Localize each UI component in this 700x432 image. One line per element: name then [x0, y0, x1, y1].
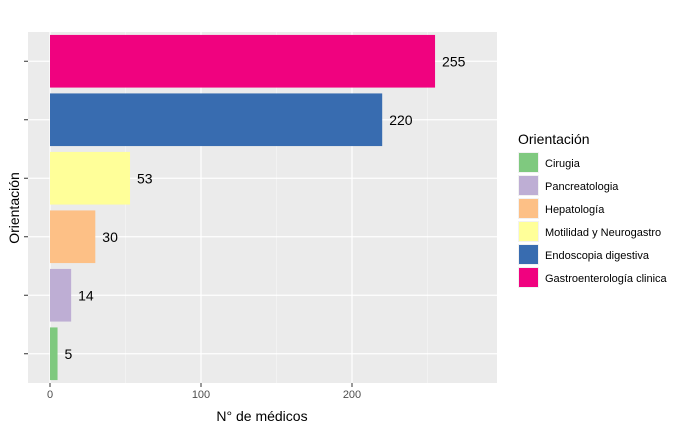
data-label-2: 30: [102, 229, 118, 245]
bars: [50, 34, 436, 381]
bar-2: [50, 210, 96, 264]
legend-swatch-4: [519, 245, 538, 264]
legend-items: Cirugia Pancreatologia Hepatología Motilida…: [518, 152, 668, 288]
x-tick-label: 0: [47, 389, 53, 401]
legend-swatch-5: [519, 268, 538, 287]
legend-title: Orientación: [518, 131, 590, 147]
plot-panel: [28, 32, 497, 383]
data-labels: 5 14 30 53 220 255: [65, 53, 466, 362]
legend-label-3: Motilidad y Neurogastro: [545, 227, 661, 239]
legend-label-2: Hepatología: [545, 204, 605, 216]
legend-label-4: Endoscopia digestiva: [545, 250, 650, 262]
bar-4: [50, 93, 383, 147]
bar-5: [50, 34, 436, 88]
data-label-5: 255: [442, 53, 466, 69]
bar-3: [50, 151, 131, 205]
legend-swatch-3: [519, 222, 538, 241]
legend-swatch-1: [519, 176, 538, 195]
data-label-0: 5: [65, 346, 73, 362]
legend: Orientación Cirugia Pancreatologia Hepatol…: [518, 131, 668, 288]
legend-label-5: Gastroenterología clinica: [545, 273, 668, 285]
legend-swatch-2: [519, 199, 538, 218]
x-tick-label: 200: [343, 389, 361, 401]
legend-swatch-0: [519, 153, 538, 172]
y-axis-title: Orientación: [6, 172, 22, 244]
data-label-1: 14: [78, 287, 94, 303]
x-tick-label: 100: [192, 389, 210, 401]
x-axis-title: N° de médicos: [216, 408, 307, 424]
data-label-3: 53: [137, 170, 153, 186]
bar-1: [50, 268, 72, 322]
data-label-4: 220: [389, 112, 413, 128]
axes: 0 100 200: [24, 60, 361, 401]
legend-label-1: Pancreatologia: [545, 181, 619, 193]
bar-0: [50, 327, 58, 381]
legend-label-0: Cirugia: [545, 158, 581, 170]
